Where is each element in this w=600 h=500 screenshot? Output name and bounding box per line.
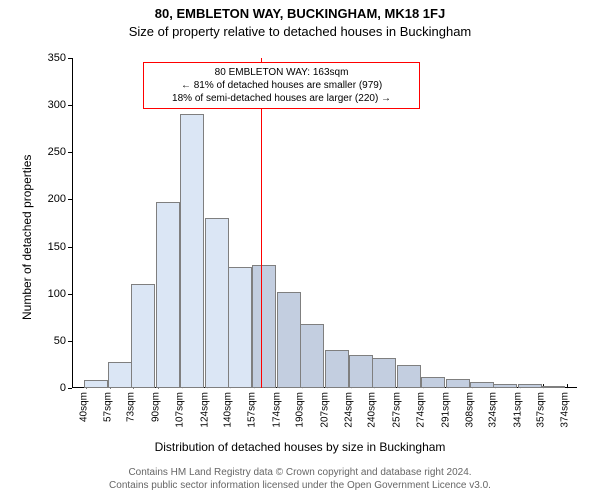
x-tick: 274sqm [416,388,427,428]
histogram-bar [228,267,252,388]
page-subtitle: Size of property relative to detached ho… [0,24,600,39]
histogram-bar [300,324,324,388]
x-tick: 341sqm [512,388,523,428]
histogram-bar [397,365,421,388]
annotation-box: 80 EMBLETON WAY: 163sqm← 81% of detached… [143,62,421,109]
footer-attribution: Contains HM Land Registry data © Crown c… [0,466,600,492]
histogram-bar [205,218,229,388]
footer-line-1: Contains HM Land Registry data © Crown c… [0,466,600,479]
x-tick: 291sqm [440,388,451,428]
x-tick: 308sqm [465,388,476,428]
x-tick: 157sqm [247,388,258,428]
annotation-line: 18% of semi-detached houses are larger (… [150,92,414,105]
histogram-bar [541,386,565,388]
histogram-bar [372,358,396,388]
chart-plot-area: 05010015020025030035040sqm57sqm73sqm90sq… [72,58,577,388]
histogram-bar [277,292,301,388]
histogram-bar [421,377,445,388]
histogram-bar [108,362,132,388]
x-tick: 40sqm [78,388,89,422]
x-tick: 107sqm [175,388,186,428]
x-tick: 124sqm [199,388,210,428]
y-tick: 300 [48,99,72,111]
histogram-bar [180,114,204,388]
y-tick: 100 [48,288,72,300]
histogram-bar [349,355,373,388]
y-tick: 0 [60,382,72,394]
histogram-bar [131,284,155,388]
histogram-bar [84,380,108,388]
y-tick: 250 [48,146,72,158]
x-axis-label: Distribution of detached houses by size … [0,440,600,454]
y-tick: 350 [48,52,72,64]
x-tick: 140sqm [222,388,233,428]
annotation-line: 80 EMBLETON WAY: 163sqm [150,66,414,79]
x-tick: 374sqm [560,388,571,428]
histogram-bar [470,382,494,388]
x-tick: 90sqm [150,388,161,422]
footer-line-2: Contains public sector information licen… [0,479,600,492]
x-tick: 324sqm [488,388,499,428]
histogram-bar [493,384,517,388]
x-tick: 190sqm [294,388,305,428]
annotation-line: ← 81% of detached houses are smaller (97… [150,79,414,92]
x-tick: 257sqm [391,388,402,428]
x-tick: 174sqm [271,388,282,428]
histogram-bar [156,202,180,388]
x-tick: 224sqm [344,388,355,428]
y-tick: 200 [48,193,72,205]
x-tick: 73sqm [126,388,137,422]
x-tick: 240sqm [367,388,378,428]
x-tick: 357sqm [535,388,546,428]
histogram-bar [518,384,542,388]
y-tick: 150 [48,241,72,253]
y-axis-line [72,58,73,388]
histogram-bar [325,350,349,388]
x-tick: 207sqm [319,388,330,428]
y-tick: 50 [54,335,72,347]
histogram-bar [252,265,276,388]
y-axis-label: Number of detached properties [20,155,34,320]
page-title: 80, EMBLETON WAY, BUCKINGHAM, MK18 1FJ [0,6,600,21]
histogram-bar [446,379,470,388]
x-tick: 57sqm [103,388,114,422]
